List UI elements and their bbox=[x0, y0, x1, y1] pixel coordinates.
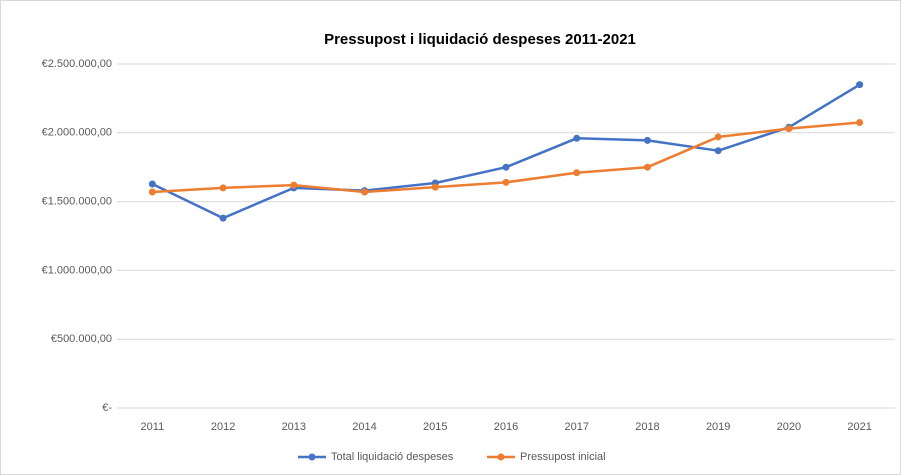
data-point bbox=[714, 133, 722, 141]
data-point bbox=[573, 134, 581, 142]
data-point bbox=[431, 183, 439, 191]
data-point bbox=[502, 163, 510, 171]
y-tick-label: €1.500.000,00 bbox=[42, 196, 112, 208]
x-tick-label: 2017 bbox=[564, 421, 588, 433]
legend-label: Total liquidació despeses bbox=[331, 451, 454, 463]
chart-title: Pressupost i liquidació despeses 2011-20… bbox=[324, 31, 636, 48]
y-tick-label: €- bbox=[102, 402, 112, 414]
y-tick-label: €2.500.000,00 bbox=[42, 58, 112, 70]
x-tick-label: 2012 bbox=[211, 421, 235, 433]
data-point bbox=[643, 136, 651, 144]
x-tick-label: 2020 bbox=[777, 421, 801, 433]
x-tick-label: 2016 bbox=[494, 421, 518, 433]
data-point bbox=[290, 181, 298, 189]
x-tick-label: 2019 bbox=[706, 421, 730, 433]
data-point bbox=[148, 188, 156, 196]
x-tick-label: 2011 bbox=[141, 421, 165, 433]
x-tick-label: 2013 bbox=[282, 421, 306, 433]
legend-marker bbox=[497, 453, 505, 461]
legend-marker bbox=[308, 453, 316, 461]
data-point bbox=[219, 184, 227, 192]
data-point bbox=[502, 178, 510, 186]
data-point bbox=[148, 180, 156, 188]
data-point bbox=[573, 169, 581, 177]
x-tick-label: 2018 bbox=[635, 421, 659, 433]
data-point bbox=[785, 125, 793, 133]
data-point bbox=[361, 188, 369, 196]
data-point bbox=[856, 81, 864, 89]
x-tick-label: 2021 bbox=[847, 421, 871, 433]
data-point bbox=[643, 163, 651, 171]
y-tick-label: €1.000.000,00 bbox=[42, 264, 112, 276]
y-tick-label: €500.000,00 bbox=[51, 333, 112, 345]
x-tick-label: 2015 bbox=[423, 421, 447, 433]
data-point bbox=[219, 214, 227, 222]
y-tick-label: €2.000.000,00 bbox=[42, 127, 112, 139]
data-point bbox=[856, 118, 864, 126]
legend-label: Pressupost inicial bbox=[520, 451, 606, 463]
x-tick-label: 2014 bbox=[352, 421, 376, 433]
data-point bbox=[714, 147, 722, 155]
